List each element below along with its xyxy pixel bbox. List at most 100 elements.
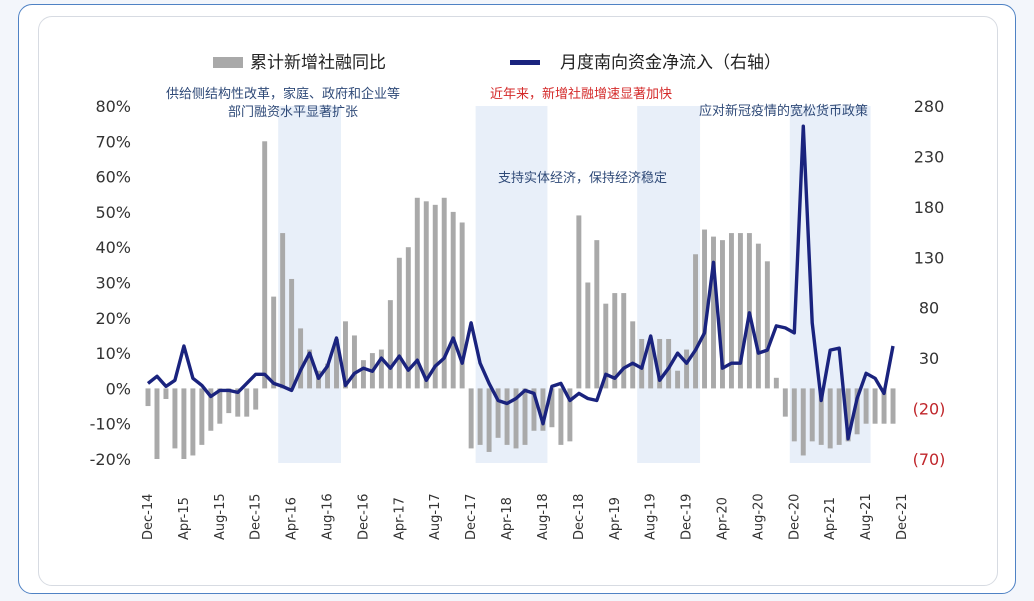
x-tick-label: Dec-15 xyxy=(249,494,264,540)
bar xyxy=(773,377,779,389)
bar xyxy=(522,388,528,445)
left-tick-label: 10% xyxy=(95,344,131,363)
left-axis-ticks: 80% 70% 60% 50% 40% 30% 20% 10% 0% -10% -20% xyxy=(90,97,131,469)
bar xyxy=(504,388,510,445)
bar xyxy=(711,236,716,389)
bar xyxy=(845,388,851,442)
bar xyxy=(271,296,277,389)
left-tick-label: 80% xyxy=(95,97,131,116)
bar xyxy=(351,335,357,389)
bar xyxy=(468,388,474,449)
bar xyxy=(800,388,806,456)
bar xyxy=(720,240,725,389)
left-tick-label: 40% xyxy=(95,238,131,257)
x-tick-label: Apr-18 xyxy=(500,497,515,540)
bar xyxy=(648,342,654,389)
bar xyxy=(737,233,743,389)
annotation-recent-years: 近年来，新增社融增速显著加快 xyxy=(490,86,672,102)
right-tick-label: 230 xyxy=(914,147,945,166)
x-tick-label: Dec-21 xyxy=(895,494,910,540)
bar xyxy=(791,388,797,442)
bar xyxy=(289,278,295,389)
bar xyxy=(495,388,501,438)
bar xyxy=(585,282,591,389)
legend: 累计新增社融同比 月度南向资金净流入（右轴） xyxy=(213,53,781,73)
bar xyxy=(782,388,788,417)
bar xyxy=(181,388,187,459)
bar xyxy=(594,240,600,389)
bar xyxy=(513,388,519,449)
bar xyxy=(746,233,752,389)
right-tick-label: (70) xyxy=(913,450,946,469)
bar xyxy=(414,197,420,389)
x-tick-label: Dec-19 xyxy=(680,494,695,540)
bar xyxy=(809,388,815,442)
x-tick-label: Dec-20 xyxy=(787,494,802,540)
bar xyxy=(163,388,169,399)
bar xyxy=(675,370,681,389)
bar xyxy=(540,388,546,431)
x-tick-label: Apr-16 xyxy=(285,497,300,540)
line-series xyxy=(146,124,895,441)
bar xyxy=(702,229,707,389)
bar xyxy=(199,388,205,445)
bar xyxy=(280,233,286,389)
left-tick-label: 70% xyxy=(95,132,131,151)
x-tick-label: Dec-16 xyxy=(356,494,371,540)
annotation-supply-side-1: 供给侧结构性改革，家庭、政府和企业等 xyxy=(166,86,400,102)
right-tick-label: 180 xyxy=(914,198,945,217)
right-tick-label: 30 xyxy=(919,349,939,368)
bar xyxy=(818,388,824,445)
legend-line-label: 月度南向资金净流入（右轴） xyxy=(560,53,781,73)
bar xyxy=(343,321,348,389)
bar xyxy=(217,388,223,424)
left-tick-label: 0% xyxy=(106,379,131,398)
bar xyxy=(405,247,411,389)
annotation-supply-side-2: 部门融资水平显著扩张 xyxy=(228,105,358,120)
bar xyxy=(854,388,860,435)
bar xyxy=(549,388,555,428)
bar xyxy=(154,388,160,459)
x-tick-label: Apr-17 xyxy=(392,497,407,540)
right-tick-label: 130 xyxy=(914,248,945,267)
bar xyxy=(432,204,438,389)
bar xyxy=(755,243,761,389)
bar xyxy=(630,321,636,389)
bar xyxy=(612,293,618,389)
bar xyxy=(307,349,313,389)
bar xyxy=(396,257,402,389)
bar xyxy=(728,233,734,389)
x-tick-label: Aug-20 xyxy=(751,493,766,540)
bar xyxy=(172,388,178,449)
legend-bar-label: 累计新增社融同比 xyxy=(250,53,386,73)
bar xyxy=(244,388,250,417)
x-tick-label: Aug-19 xyxy=(644,493,659,540)
bar xyxy=(226,388,232,414)
x-tick-label: Aug-21 xyxy=(859,493,874,540)
bar xyxy=(459,222,465,389)
shaded-periods xyxy=(278,106,871,463)
x-axis-ticks: Dec-14 Apr-15 Aug-15 Dec-15 Apr-16 Aug-16 Dec-… xyxy=(141,493,910,540)
bar-series xyxy=(145,141,896,459)
bar xyxy=(576,215,582,389)
bar xyxy=(836,388,842,445)
bar xyxy=(360,360,366,389)
bar xyxy=(531,388,537,431)
left-tick-label: 50% xyxy=(95,203,131,222)
shaded-period-3 xyxy=(637,106,701,463)
legend-line-swatch xyxy=(510,60,540,65)
x-tick-label: Dec-18 xyxy=(572,494,587,540)
bar xyxy=(872,388,878,424)
bar xyxy=(621,293,627,389)
shaded-period-2 xyxy=(475,106,548,463)
annotation-covid-policy: 应对新冠疫情的宽松货币政策 xyxy=(699,103,868,119)
bar xyxy=(890,388,896,424)
x-tick-label: Aug-17 xyxy=(428,493,443,540)
bar xyxy=(423,201,429,389)
x-tick-label: Dec-14 xyxy=(141,494,156,540)
left-tick-label: -10% xyxy=(90,415,131,434)
bar xyxy=(486,388,492,452)
bar xyxy=(235,388,241,417)
left-tick-label: -20% xyxy=(90,450,131,469)
bar xyxy=(827,388,833,449)
